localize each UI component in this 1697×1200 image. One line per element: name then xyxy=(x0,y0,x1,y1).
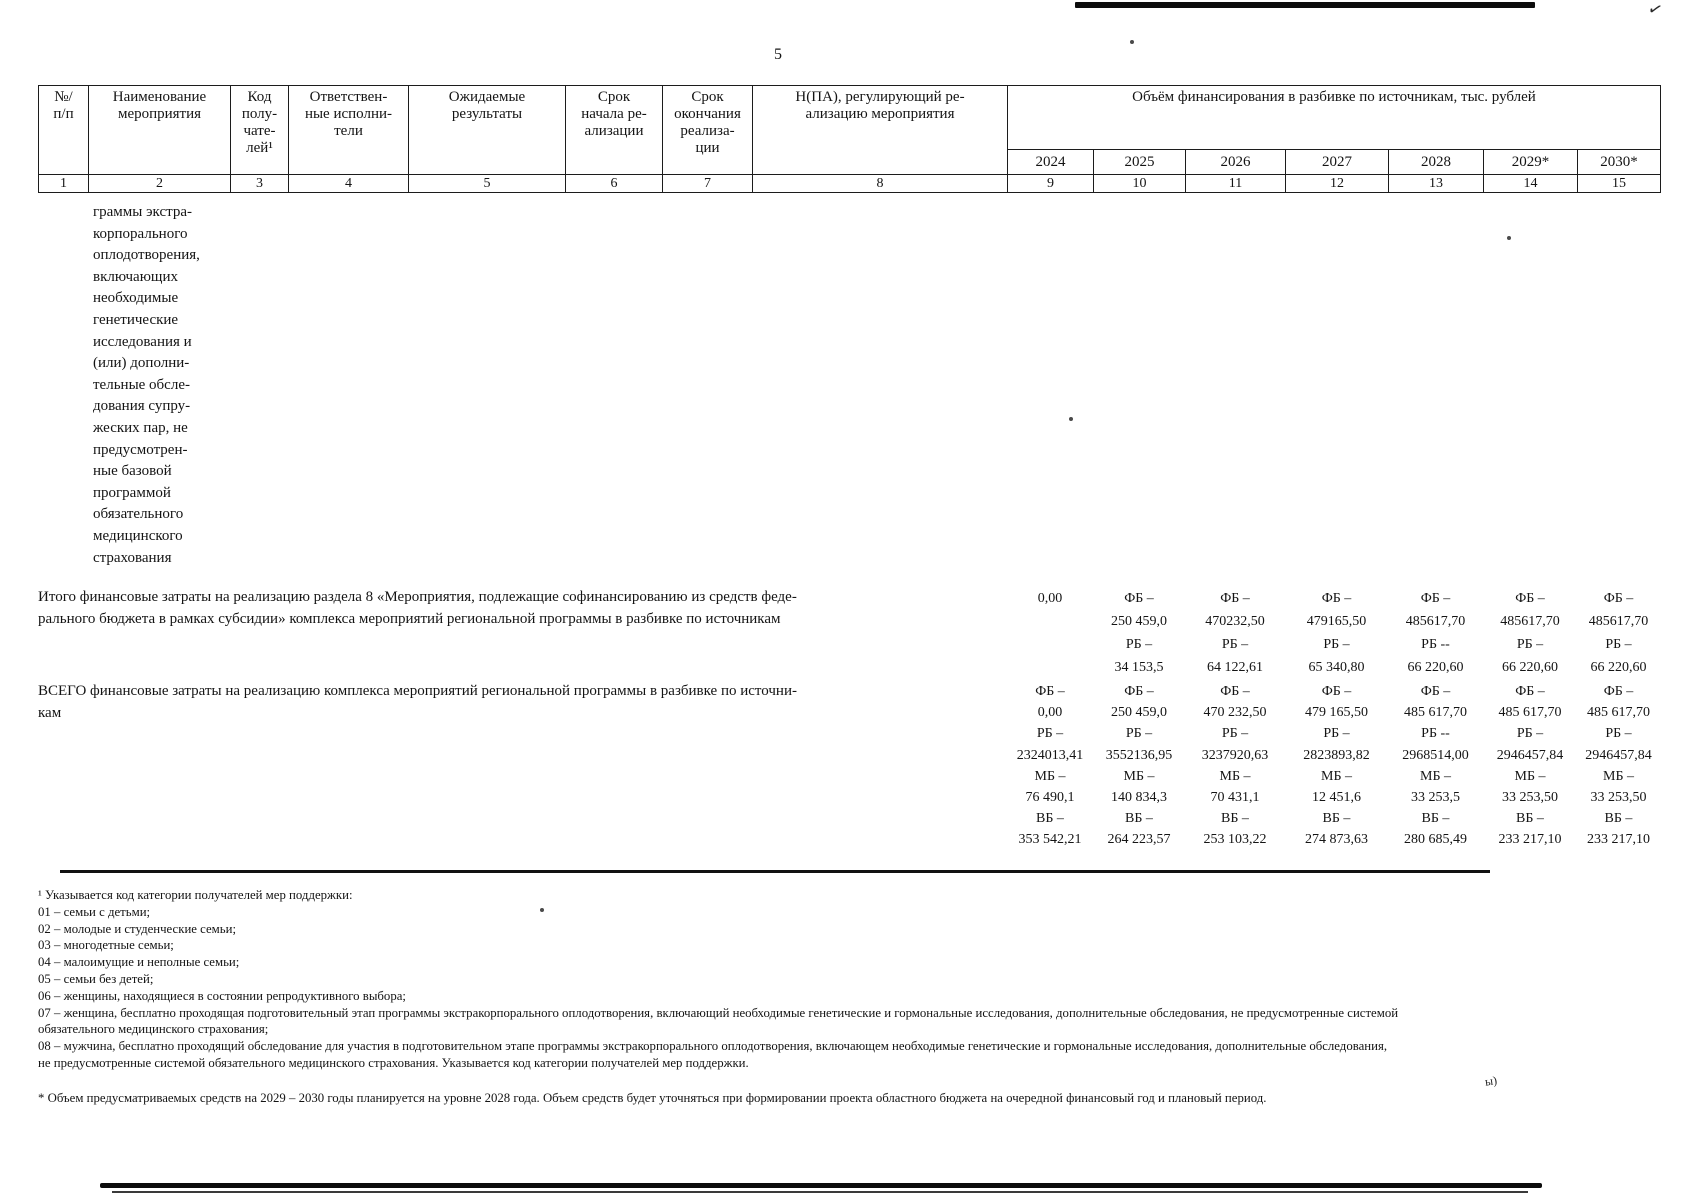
section8-values-2027: ФБ – 479165,50 РБ – 65 340,80 xyxy=(1306,591,1367,675)
scan-speck xyxy=(1069,417,1073,421)
header-col-expected-results: Ожидаемые результаты xyxy=(408,85,566,175)
col-number: 2 xyxy=(88,174,231,193)
scan-artifact-bottom-line xyxy=(112,1191,1528,1193)
col-number: 14 xyxy=(1483,174,1578,193)
col-number: 6 xyxy=(565,174,663,193)
header-financing-title: Объём финансирования в разбивке по источ… xyxy=(1007,85,1661,150)
col-number: 15 xyxy=(1577,174,1661,193)
scan-speck xyxy=(1507,236,1511,240)
grand-total-values-2030: ФБ – 485 617,70 РБ – 2946457,84 МБ – 33 … xyxy=(1585,684,1652,848)
header-year-2028: 2028 xyxy=(1388,149,1484,175)
col-number: 7 xyxy=(662,174,753,193)
section8-values-2029: ФБ – 485617,70 РБ – 66 220,60 xyxy=(1500,591,1560,675)
grand-total-label: ВСЕГО финансовые затраты на реализацию к… xyxy=(38,683,797,721)
header-year-2029: 2029* xyxy=(1483,149,1578,175)
section8-values-2028: ФБ – 485617,70 РБ -- 66 220,60 xyxy=(1405,591,1466,675)
section8-values-2025: ФБ – 250 459,0 РБ – 34 153,5 xyxy=(1111,591,1167,675)
page-number: 5 xyxy=(774,46,782,63)
asterisk-note: * Объем предусматриваемых средств на 202… xyxy=(38,1091,1267,1105)
footnote-separator-line xyxy=(60,870,1490,873)
scan-artifact-bottom-bar xyxy=(100,1183,1542,1188)
pen-mark-bottom-icon: ы) xyxy=(1484,1073,1498,1089)
total-section8-label: Итого финансовые затраты на реализацию р… xyxy=(38,589,797,627)
section8-values-2024: 0,00 xyxy=(1037,591,1063,606)
financing-table-header: №/ п/п Наименование мероприятия Код полу… xyxy=(38,85,1661,193)
col-number: 4 xyxy=(288,174,409,193)
header-year-2027: 2027 xyxy=(1285,149,1389,175)
header-col-npp: №/ п/п xyxy=(38,85,89,175)
footnotes-text: ¹ Указывается код категории получателей … xyxy=(38,888,1399,1070)
header-col-recipient-code: Код полу- чате- лей¹ xyxy=(230,85,289,175)
col-number: 13 xyxy=(1388,174,1484,193)
scan-artifact-top-bar xyxy=(1075,2,1535,8)
col-number: 8 xyxy=(752,174,1008,193)
col-number: 9 xyxy=(1007,174,1094,193)
header-col-npa: Н(ПА), регулирующий ре- ализацию меропри… xyxy=(752,85,1008,175)
header-col-responsible: Ответствен- ные исполни- тели xyxy=(288,85,409,175)
header-col-start-date: Срок начала ре- ализации xyxy=(565,85,663,175)
header-year-2024: 2024 xyxy=(1007,149,1094,175)
header-year-2030: 2030* xyxy=(1577,149,1661,175)
section8-values-2030: ФБ – 485617,70 РБ – 66 220,60 xyxy=(1588,591,1649,675)
grand-total-values: ФБ – 0,00 РБ – 2324013,41 МБ – 76 490,1 … xyxy=(1007,681,1660,851)
col-number: 5 xyxy=(408,174,566,193)
section8-values-2026: ФБ – 470232,50 РБ – 64 122,61 xyxy=(1205,591,1265,675)
grand-total-values-2027: ФБ – 479 165,50 РБ – 2823893,82 МБ – 12 … xyxy=(1303,684,1370,848)
grand-total-values-2029: ФБ – 485 617,70 РБ – 2946457,84 МБ – 33 … xyxy=(1496,684,1564,848)
grand-total-values-2028: ФБ – 485 617,70 РБ -- 2968514,00 МБ – 33… xyxy=(1402,684,1469,848)
grand-total-values-2025: ФБ – 250 459,0 РБ – 3552136,95 МБ – 140 … xyxy=(1105,684,1173,848)
grand-total-values-2026: ФБ – 470 232,50 РБ – 3237920,63 МБ – 70 … xyxy=(1201,684,1269,848)
col-number: 10 xyxy=(1093,174,1186,193)
col-number: 1 xyxy=(38,174,89,193)
grand-total-values-2024: ФБ – 0,00 РБ – 2324013,41 МБ – 76 490,1 … xyxy=(1016,684,1084,848)
col-number: 11 xyxy=(1185,174,1286,193)
header-year-2026: 2026 xyxy=(1185,149,1286,175)
scan-speck xyxy=(1130,40,1134,44)
col-number: 12 xyxy=(1285,174,1389,193)
header-col-measure-name: Наименование мероприятия xyxy=(88,85,231,175)
pen-mark-icon: ✓ xyxy=(1645,0,1665,21)
header-year-2025: 2025 xyxy=(1093,149,1186,175)
scan-speck xyxy=(540,908,544,912)
col-number: 3 xyxy=(230,174,289,193)
measure-name-continuation: граммы экстра- корпорального оплодотворе… xyxy=(93,204,200,566)
header-col-end-date: Срок окончания реализа- ции xyxy=(662,85,753,175)
total-section8-values: 0,00 ФБ – 250 459,0 РБ – 34 153,5 ФБ – 4… xyxy=(1007,587,1660,679)
